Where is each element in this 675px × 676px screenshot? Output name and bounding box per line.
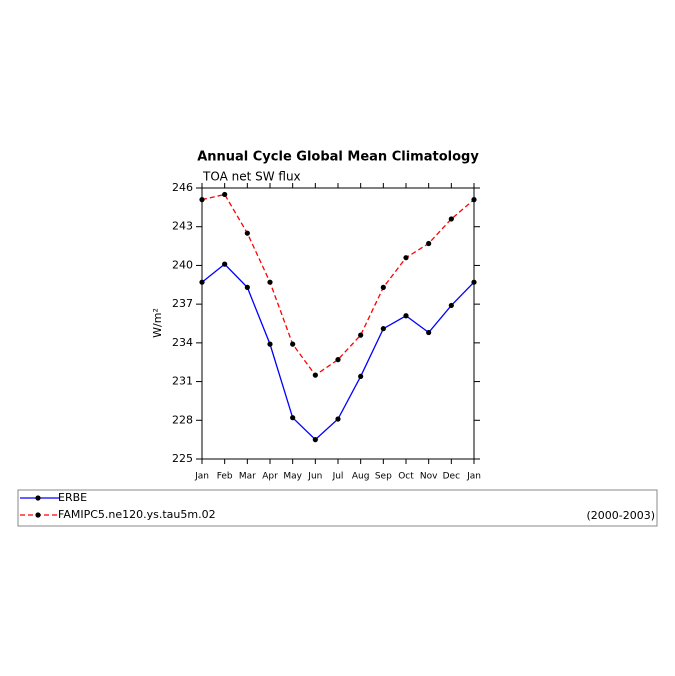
- legend-box: [17, 489, 658, 527]
- data-point: [267, 279, 273, 285]
- legend-label: ERBE: [58, 491, 87, 504]
- data-point: [358, 373, 364, 380]
- x-tick-label: May: [283, 472, 302, 482]
- data-point: [426, 329, 432, 336]
- data-point: [403, 313, 409, 319]
- data-point: [312, 437, 318, 443]
- data-point: [335, 416, 341, 422]
- data-point: [222, 191, 228, 198]
- data-point: [426, 240, 432, 247]
- x-tick-label: Dec: [443, 472, 460, 482]
- data-point: [380, 326, 386, 332]
- y-tick-label: 240: [172, 258, 193, 271]
- y-tick-label: 225: [172, 452, 193, 465]
- data-point: [448, 216, 454, 222]
- data-point: [471, 279, 477, 285]
- legend-label: FAMIPC5.ne120.ys.tau5m.02: [58, 508, 216, 521]
- data-point: [199, 197, 205, 203]
- y-tick-label: 237: [172, 297, 193, 310]
- data-point: [199, 279, 205, 285]
- data-point: [471, 197, 477, 203]
- data-point: [448, 302, 454, 309]
- data-point: [380, 284, 386, 290]
- legend-marker: [35, 495, 41, 501]
- data-point: [244, 230, 250, 236]
- data-point: [290, 415, 296, 421]
- y-tick-label: 243: [172, 220, 193, 233]
- x-tick-label: Sep: [375, 472, 392, 482]
- y-tick-label: 228: [172, 413, 193, 426]
- x-tick-label: Nov: [420, 472, 438, 482]
- data-point: [290, 341, 296, 347]
- y-tick-label: 231: [172, 375, 193, 388]
- x-tick-label: Jan: [194, 472, 209, 482]
- annotation: (2000-2003): [586, 509, 655, 522]
- data-point: [244, 284, 250, 290]
- data-point: [358, 332, 364, 338]
- chart-title: Annual Cycle Global Mean Climatology: [197, 150, 479, 165]
- data-point: [267, 341, 273, 347]
- x-tick-label: Apr: [262, 472, 278, 482]
- x-tick-label: Jan: [466, 472, 481, 482]
- x-tick-label: Feb: [217, 472, 233, 482]
- x-tick-label: Jul: [332, 472, 344, 482]
- legend-marker: [35, 512, 41, 518]
- data-point: [222, 261, 228, 267]
- y-tick-label: 246: [172, 181, 193, 194]
- x-tick-label: Jun: [307, 472, 322, 482]
- data-point: [403, 255, 409, 261]
- x-tick-label: Oct: [398, 472, 414, 482]
- x-tick-label: Mar: [239, 472, 256, 482]
- chart-subtitle: TOA net SW flux: [202, 170, 301, 184]
- y-tick-label: 234: [172, 336, 193, 349]
- data-point: [312, 372, 318, 378]
- x-tick-label: Aug: [352, 472, 370, 482]
- data-point: [335, 357, 341, 363]
- y-axis-label: W/m²: [151, 308, 164, 338]
